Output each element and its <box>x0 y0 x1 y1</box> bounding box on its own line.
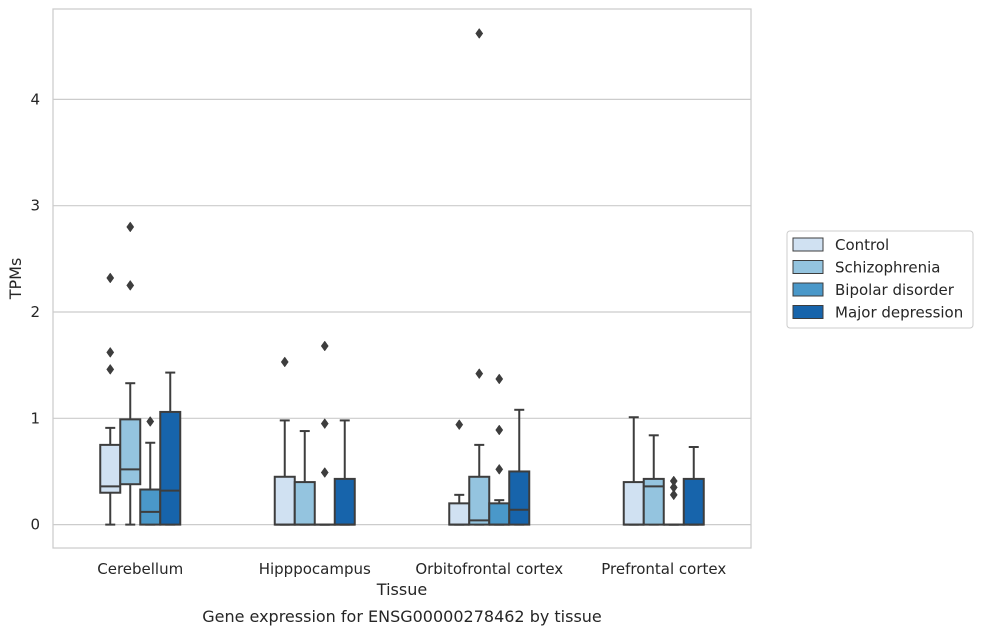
legend-label: Bipolar disorder <box>835 281 955 299</box>
box-major-depression-1 <box>333 419 356 526</box>
boxes-layer <box>99 28 705 526</box>
y-tick-label: 3 <box>30 197 40 215</box>
box-control-1 <box>273 356 296 526</box>
box-iqr <box>488 502 511 526</box>
legend-label: Schizophrenia <box>835 259 940 277</box>
legend: Control Schizophrenia Bipolar disorder Majo… <box>786 230 974 329</box>
legend-label: Major depression <box>835 304 963 322</box>
box-iqr <box>642 477 665 526</box>
box-schizophrenia-3 <box>642 434 665 526</box>
box-schizophrenia-2 <box>468 28 491 526</box>
outlier-point <box>495 373 504 385</box>
y-axis-label: TPMs <box>6 258 25 301</box>
box-iqr <box>293 481 316 526</box>
outlier-point <box>126 221 135 233</box>
legend-label: Control <box>835 236 889 254</box>
box-bipolar-disorder-1 <box>313 340 336 526</box>
legend-swatch <box>792 305 824 319</box>
box-control-0 <box>99 272 122 526</box>
y-tick-label: 4 <box>30 90 40 108</box>
outlier-point <box>280 356 289 368</box>
box-major-depression-2 <box>508 408 531 526</box>
box-major-depression-0 <box>159 371 182 526</box>
box-iqr <box>159 410 182 526</box>
y-tick-label: 0 <box>30 516 40 534</box>
box-iqr <box>119 418 142 486</box>
box-schizophrenia-1 <box>293 430 316 526</box>
legend-swatch <box>792 237 824 252</box>
outlier-point <box>146 416 155 427</box>
legend-swatch <box>792 282 824 297</box>
box-major-depression-3 <box>682 446 705 526</box>
chart-title: Gene expression for ENSG00000278462 by t… <box>202 607 602 626</box>
x-tick-label: Orbitofrontal cortex <box>415 560 563 578</box>
outlier-point <box>669 489 678 501</box>
outlier-point <box>106 363 115 375</box>
box-control-2 <box>448 419 471 526</box>
outlier-point <box>320 340 329 352</box>
grid-lines <box>53 98 751 526</box>
outlier-point <box>669 481 678 493</box>
x-axis-label: Tissue <box>376 580 427 599</box>
x-tick-label: Hipppocampus <box>259 560 371 578</box>
box-schizophrenia-0 <box>119 221 142 526</box>
outlier-point <box>475 28 484 39</box>
outlier-point <box>495 424 504 436</box>
x-tick-labels: Cerebellum Hipppocampus Orbitofrontal cort… <box>97 560 726 578</box>
box-iqr <box>468 475 491 526</box>
y-tick-labels: 0 1 2 3 4 <box>30 90 40 533</box>
plot-frame <box>52 8 752 549</box>
box-control-3 <box>622 416 645 526</box>
box-bipolar-disorder-0 <box>139 416 162 526</box>
outlier-point <box>320 418 329 430</box>
box-iqr <box>448 502 471 526</box>
outlier-point <box>475 368 484 380</box>
outlier-point <box>126 279 135 291</box>
box-iqr <box>139 488 162 526</box>
legend-frame <box>786 230 974 329</box>
box-iqr <box>273 475 296 526</box>
x-tick-label: Cerebellum <box>97 560 183 578</box>
outlier-point <box>455 419 464 431</box>
x-tick-label: Prefrontal cortex <box>601 560 726 578</box>
box-iqr <box>622 481 645 526</box>
legend-swatch <box>792 260 824 274</box>
box-iqr <box>682 477 705 526</box>
outlier-point <box>106 346 115 358</box>
outlier-point <box>106 272 115 284</box>
outlier-point <box>669 475 678 487</box>
box-iqr <box>333 477 356 526</box>
outlier-point <box>320 467 329 478</box>
y-tick-label: 1 <box>30 409 40 427</box>
y-tick-label: 2 <box>30 303 40 321</box>
box-bipolar-disorder-2 <box>488 373 511 526</box>
box-bipolar-disorder-3 <box>662 475 685 526</box>
outlier-point <box>495 463 504 475</box>
box-iqr <box>508 470 531 526</box>
